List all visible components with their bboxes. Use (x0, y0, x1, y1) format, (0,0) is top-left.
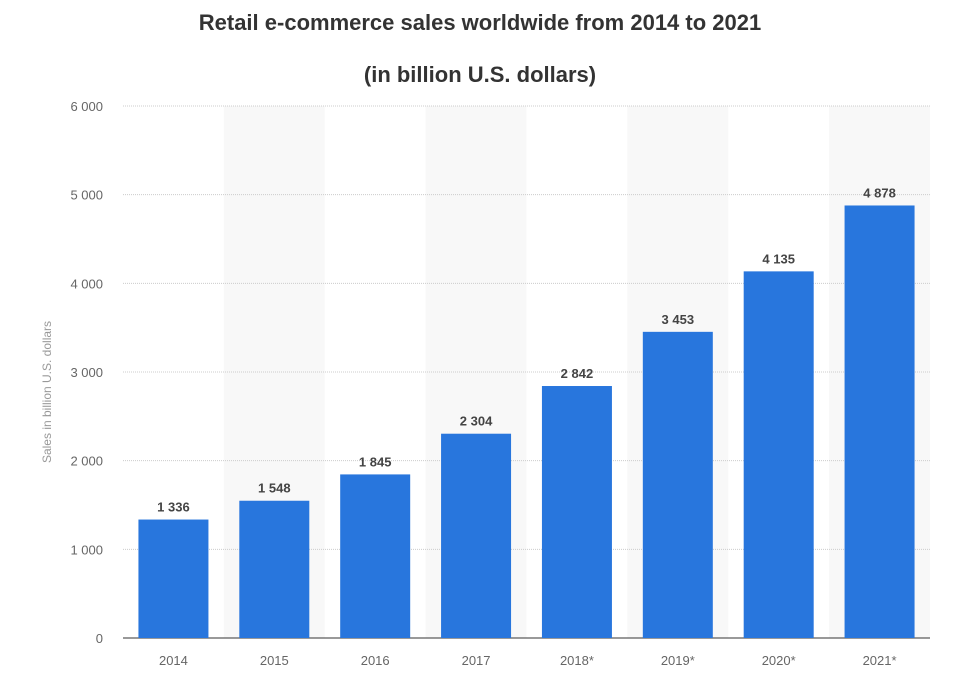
x-tick-label: 2016 (361, 653, 390, 668)
data-label: 4 135 (762, 251, 795, 266)
x-tick-label: 2018* (560, 653, 594, 668)
y-tick-label: 2 000 (70, 454, 103, 469)
data-label: 2 304 (460, 414, 493, 429)
data-label: 1 548 (258, 481, 291, 496)
x-tick-label: 2020* (762, 653, 796, 668)
data-label: 1 336 (157, 500, 190, 515)
data-label: 1 845 (359, 454, 392, 469)
y-axis-label: Sales in billion U.S. dollars (40, 321, 54, 463)
y-tick-label: 0 (96, 631, 103, 646)
x-tick-label: 2019* (661, 653, 695, 668)
chart-title: Retail e-commerce sales worldwide from 2… (198, 10, 762, 35)
bar-2016 (340, 474, 411, 638)
bar-2019 (642, 331, 713, 638)
bar-2014 (138, 519, 209, 638)
bar-2021 (844, 205, 915, 638)
bar-2017 (441, 433, 512, 638)
data-label: 2 842 (561, 366, 594, 381)
y-tick-label: 6 000 (70, 99, 103, 114)
data-label: 3 453 (662, 312, 695, 327)
y-tick-label: 3 000 (70, 365, 103, 380)
y-tick-label: 5 000 (70, 188, 103, 203)
y-tick-label: 1 000 (70, 542, 103, 557)
data-label: 4 878 (863, 185, 896, 200)
y-tick-label: 4 000 (70, 276, 103, 291)
chart-subtitle: (in billion U.S. dollars) (363, 62, 597, 87)
bar-2015 (239, 500, 310, 638)
bar-2020 (743, 271, 814, 638)
x-tick-label: 2021* (863, 653, 897, 668)
x-tick-label: 2014 (159, 653, 188, 668)
bar-2018 (541, 386, 612, 638)
x-tick-label: 2015 (260, 653, 289, 668)
x-tick-label: 2017 (462, 653, 491, 668)
